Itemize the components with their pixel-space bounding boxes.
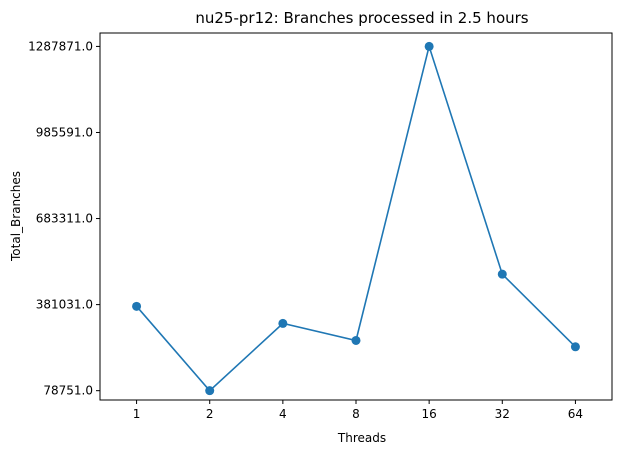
data-point [351, 335, 361, 345]
data-point [278, 318, 288, 328]
data-point [205, 386, 215, 396]
x-tick-label: 32 [495, 407, 510, 421]
data-point [497, 269, 507, 279]
y-axis-label: Total_Branches [9, 171, 23, 262]
x-axis: 1 2 4 8 16 32 64 [133, 400, 583, 421]
chart-title: nu25-pr12: Branches processed in 2.5 hou… [195, 9, 528, 27]
data-point [570, 342, 580, 352]
series-layer [132, 41, 580, 396]
y-axis: 78751.0 381031.0 683311.0 985591.0 1287871.0 [28, 39, 100, 398]
x-tick-label: 64 [568, 407, 583, 421]
x-tick-label: 8 [352, 407, 360, 421]
x-tick-label: 4 [279, 407, 287, 421]
x-axis-label: Threads [337, 431, 386, 445]
y-tick-label: 78751.0 [43, 384, 93, 398]
x-tick-label: 1 [133, 407, 141, 421]
x-tick-label: 16 [422, 407, 437, 421]
data-point [132, 301, 142, 311]
y-tick-label: 381031.0 [36, 298, 93, 312]
y-tick-label: 1287871.0 [28, 39, 93, 53]
y-tick-label: 683311.0 [36, 212, 93, 226]
data-point [424, 41, 434, 51]
y-tick-label: 985591.0 [36, 125, 93, 139]
x-tick-label: 2 [206, 407, 214, 421]
